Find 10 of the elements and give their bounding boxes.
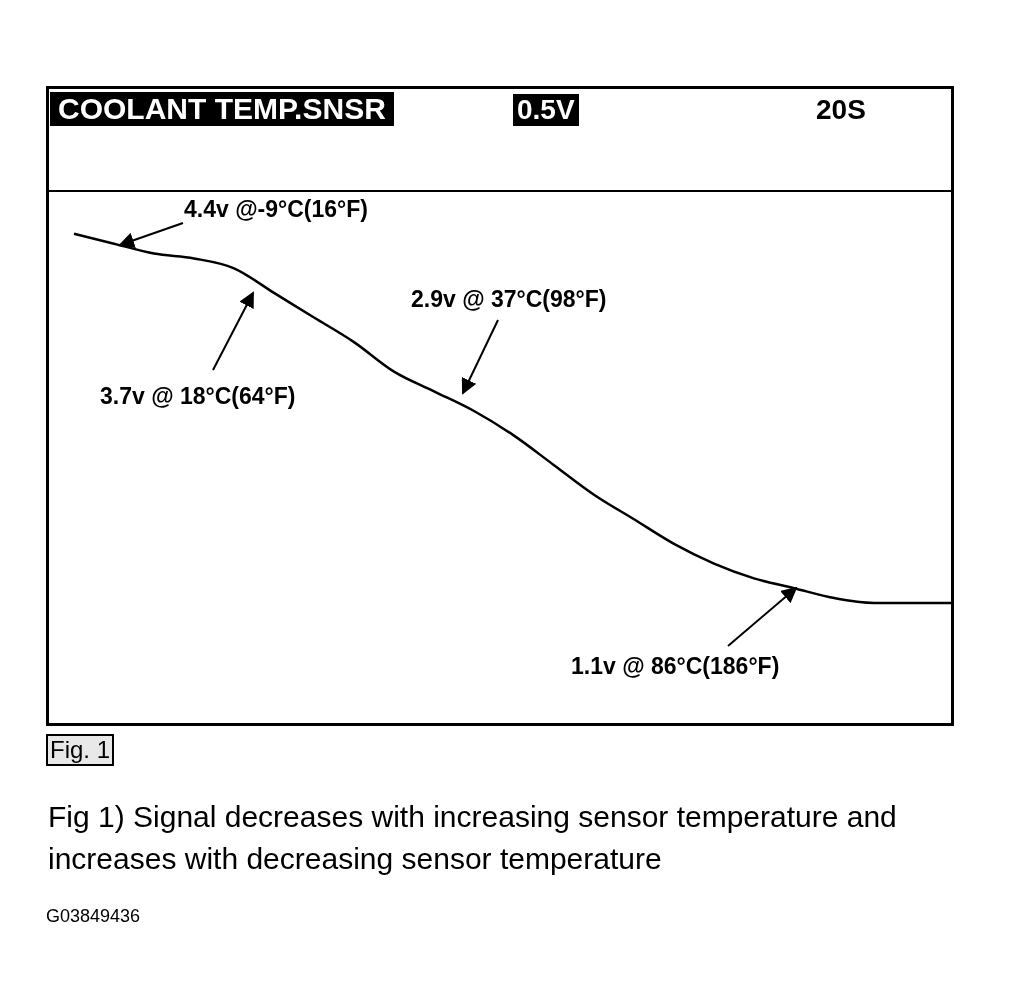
caption: Fig. 1: [46, 734, 115, 766]
caption: Fig 1) Signal decreases with increasing sensor temperature and increases with decreasing sensor temperature: [48, 799, 898, 877]
text: 4.4v @-9°C(16°F): [184, 196, 368, 223]
annotation: 3.7v @ 18°C(64°F): [100, 383, 296, 410]
text: G03849436: [46, 906, 141, 927]
chart-title: COOLANT TEMP.SNSR: [50, 92, 394, 126]
annotation: 2.9v @ 37°C(98°F): [411, 286, 607, 313]
text: 20S: [816, 94, 866, 126]
annotation: 1.1v @ 86°C(186°F): [571, 653, 780, 680]
text: 0.5V: [513, 94, 579, 126]
